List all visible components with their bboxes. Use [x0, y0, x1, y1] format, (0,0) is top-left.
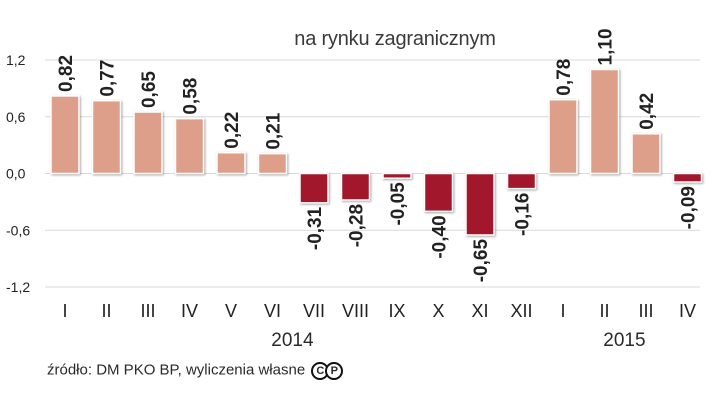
y-tick-label: -0,6: [6, 222, 30, 238]
x-tick-label: I: [62, 301, 67, 321]
value-label: 0,65: [139, 71, 160, 108]
x-tick-label: V: [225, 301, 237, 321]
bar: [548, 98, 578, 175]
x-tick-label: XII: [510, 301, 532, 321]
bar: [133, 111, 163, 175]
bar: [382, 172, 412, 179]
chart-subtitle: na rynku zagranicznym: [294, 28, 496, 50]
x-tick-label: X: [432, 301, 444, 321]
x-tick-label: IV: [181, 301, 198, 321]
x-tick-label: VI: [264, 301, 281, 321]
bar: [50, 95, 80, 175]
value-label: -0,28: [347, 204, 368, 247]
x-tick-label: IX: [388, 301, 405, 321]
bar: [216, 151, 246, 175]
y-tick-label: 0,6: [6, 109, 26, 125]
value-label: -0,05: [388, 182, 409, 226]
bar: [299, 172, 329, 204]
bar: [589, 68, 620, 175]
value-label: 0,77: [98, 60, 119, 97]
bar: [91, 99, 122, 175]
x-tick-label: III: [638, 301, 653, 321]
value-labels: 0,82 0,77 0,65 0,580,22 0,21-0,31 -0,28-0,05-…: [56, 28, 700, 282]
value-label: 0,21: [264, 112, 285, 149]
x-tick-label: II: [101, 301, 111, 321]
value-label: 0,42: [637, 93, 658, 130]
y-tick-label: 1,2: [6, 52, 26, 68]
x-tick-label: IV: [679, 301, 696, 321]
bar: [631, 133, 661, 175]
bar: [174, 117, 205, 175]
x-tick-label: VII: [303, 301, 325, 321]
x-tick-label: III: [140, 301, 155, 321]
x-tick-label: VIII: [342, 301, 369, 321]
value-label: 0,58: [181, 78, 202, 115]
bar: [340, 172, 371, 201]
value-label: 0,82: [56, 55, 77, 92]
year-label-2015: 2015: [603, 330, 646, 351]
bar: [672, 172, 703, 183]
bar: [465, 172, 495, 236]
value-label: -0,40: [430, 215, 451, 258]
logo-letter-p: P: [325, 362, 344, 380]
x-axis-ticks: I II III IV V VI VII VIII IX X XI XII I II III IV: [62, 301, 696, 321]
y-tick-label: 0,0: [6, 166, 26, 182]
bar: [257, 152, 288, 175]
bars: [50, 68, 703, 236]
value-label: 1,10: [596, 28, 617, 65]
value-label: 0,22: [222, 112, 243, 149]
y-tick-label: -1,2: [6, 279, 30, 295]
x-tick-label: XI: [471, 301, 488, 321]
x-tick-label: I: [560, 301, 565, 321]
y-axis-ticks: 1,2 0,6 0,0 -0,6 -1,2: [6, 52, 30, 295]
bar: [506, 172, 537, 190]
value-label: 0,78: [554, 59, 575, 96]
x-tick-label: II: [599, 301, 609, 321]
value-label: -0,09: [679, 186, 700, 229]
value-label: -0,31: [305, 206, 326, 250]
bar: [423, 172, 454, 213]
year-label-2014: 2014: [271, 330, 314, 351]
value-label: -0,65: [471, 239, 492, 283]
source-text: źródło: DM PKO BP, wyliczenia własne: [47, 361, 306, 379]
value-label: -0,16: [513, 193, 534, 236]
